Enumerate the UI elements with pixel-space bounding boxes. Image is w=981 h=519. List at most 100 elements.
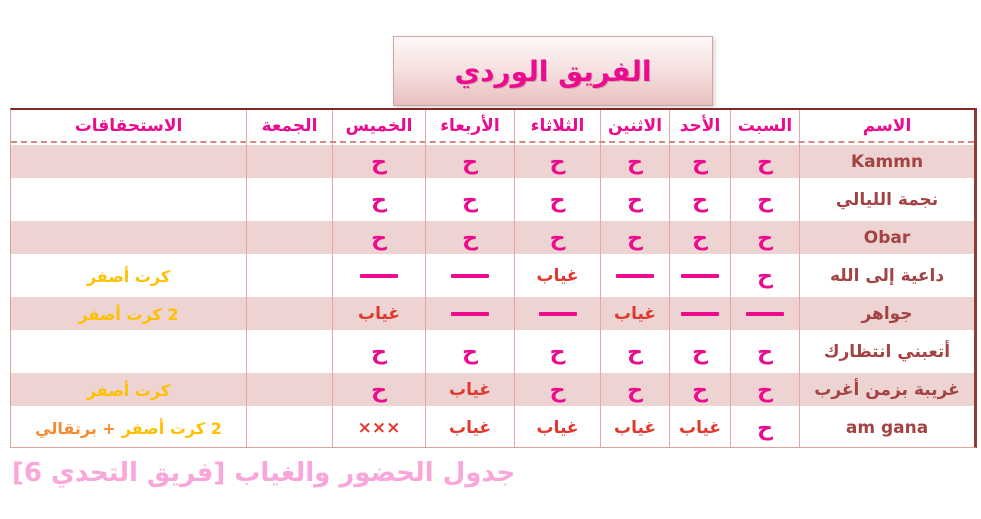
team-title-box[interactable]: الفريق الوردي [393,36,713,106]
day-cell-fri[interactable] [246,409,332,447]
member-name-cell[interactable]: أتعبني انتظارك [799,333,974,371]
day-cell-sun[interactable]: ح [669,143,730,181]
day-cell-sun[interactable]: غياب [669,409,730,447]
day-cell-tue[interactable] [514,295,600,333]
table-row: نجمة الليالي ح ح ح ح ح ح [11,181,974,219]
day-cell-tue[interactable]: ح [514,181,600,219]
day-cell-wed[interactable]: غياب [425,409,514,447]
day-cell-fri[interactable] [246,295,332,333]
day-cell-fri[interactable] [246,371,332,409]
day-cell-tue[interactable]: غياب [514,409,600,447]
day-cell-fri[interactable] [246,219,332,257]
dues-cell[interactable] [11,143,246,181]
day-cell-tue[interactable]: غياب [514,257,600,295]
dash-mark [616,274,654,278]
column-header-sun[interactable]: الأحد [669,110,730,141]
member-name-cell[interactable]: جواهر [799,295,974,333]
day-cell-sun[interactable] [669,257,730,295]
day-cell-fri[interactable] [246,333,332,371]
day-cell-wed[interactable]: غياب [425,371,514,409]
day-cell-wed[interactable]: ح [425,333,514,371]
day-cell-wed[interactable] [425,295,514,333]
dues-cell[interactable]: كرت أصفر [11,371,246,409]
table-row: داعية إلى الله ح غياب كرت أصفر [11,257,974,295]
day-cell-tue[interactable]: ح [514,143,600,181]
column-header-sat[interactable]: السبت [730,110,799,141]
day-cell-sat[interactable]: ح [730,257,799,295]
member-name-cell[interactable]: Obar [799,219,974,257]
member-name-cell[interactable]: Kammn [799,143,974,181]
column-header-mon[interactable]: الاثنين [600,110,669,141]
day-cell-sat[interactable]: ح [730,371,799,409]
dues-cell[interactable]: كرت أصفر [11,257,246,295]
table-row: Kammn ح ح ح ح ح ح [11,143,974,181]
page-title: الفريق الوردي [454,54,652,88]
day-cell-thu[interactable]: ح [332,181,425,219]
day-cell-mon[interactable]: ح [600,181,669,219]
dash-mark [681,274,719,278]
day-cell-sat[interactable]: ح [730,333,799,371]
day-cell-wed[interactable]: ح [425,143,514,181]
day-cell-sat[interactable]: ح [730,143,799,181]
dues-yellow-card-label: 2 كرت أصفر [78,304,179,324]
day-cell-sat[interactable]: ح [730,219,799,257]
member-name-cell[interactable]: نجمة الليالي [799,181,974,219]
table-row: Obar ح ح ح ح ح ح [11,219,974,257]
column-header-fri[interactable]: الجمعة [246,110,332,141]
day-cell-wed[interactable]: ح [425,181,514,219]
dues-cell[interactable]: 2 كرت أصفر + برتقالي [11,409,246,447]
member-name-cell[interactable]: غريبة بزمن أغرب [799,371,974,409]
day-cell-mon[interactable]: ح [600,143,669,181]
day-cell-mon[interactable]: غياب [600,409,669,447]
day-cell-wed[interactable]: ح [425,219,514,257]
column-header-wed[interactable]: الأربعاء [425,110,514,141]
column-header-thu[interactable]: الخميس [332,110,425,141]
day-cell-wed[interactable] [425,257,514,295]
column-header-dues[interactable]: الاستحقاقات [74,115,183,136]
member-name-cell[interactable]: داعية إلى الله [799,257,974,295]
day-cell-tue[interactable]: ح [514,371,600,409]
day-cell-thu[interactable] [332,257,425,295]
day-cell-thu[interactable]: ح [332,143,425,181]
footer-caption[interactable]: جدول الحضور والغياب [فريق التحدي 6] [12,458,516,488]
dues-yellow-card-label: كرت أصفر [86,266,171,286]
day-cell-sun[interactable]: ح [669,181,730,219]
member-name-cell[interactable]: am gana [799,409,974,447]
day-cell-thu[interactable]: ح [332,333,425,371]
day-cell-mon[interactable] [600,257,669,295]
day-cell-tue[interactable]: ح [514,333,600,371]
day-cell-mon[interactable]: ح [600,333,669,371]
dues-orange-card-label: + برتقالي [35,418,116,438]
dues-cell[interactable]: 2 كرت أصفر [11,295,246,333]
day-cell-sat[interactable]: ح [730,409,799,447]
day-cell-tue[interactable]: ح [514,219,600,257]
day-cell-thu[interactable]: ح [332,219,425,257]
table-row: جواهر غياب غياب 2 كرت أصفر [11,295,974,333]
dash-mark [451,274,489,278]
column-header-name[interactable]: الاسم [799,110,974,141]
day-cell-sat[interactable]: ح [730,181,799,219]
day-cell-fri[interactable] [246,257,332,295]
day-cell-sun[interactable]: ح [669,371,730,409]
day-cell-fri[interactable] [246,181,332,219]
day-cell-thu[interactable]: ح [332,371,425,409]
day-cell-thu[interactable]: ××× [332,409,425,447]
dash-mark [538,312,577,316]
day-cell-sun[interactable]: ح [669,219,730,257]
dues-cell[interactable] [11,181,246,219]
day-cell-mon[interactable]: ح [600,371,669,409]
column-header-tue[interactable]: الثلاثاء [514,110,600,141]
day-cell-mon[interactable]: غياب [600,295,669,333]
dues-cell[interactable] [11,219,246,257]
dues-cell[interactable] [11,333,246,371]
day-cell-thu[interactable]: غياب [332,295,425,333]
day-cell-mon[interactable]: ح [600,219,669,257]
day-cell-sun[interactable] [669,295,730,333]
day-cell-sat[interactable] [730,295,799,333]
header-row: الاسم السبت الأحد الاثنين الثلاثاء الأربعاء ال… [11,110,974,143]
day-cell-fri[interactable] [246,143,332,181]
dash-mark [681,312,719,316]
table-row: am gana ح غياب غياب غياب غياب ××× 2 كرت أصفر + ب… [11,409,974,447]
day-cell-sun[interactable]: ح [669,333,730,371]
dues-yellow-card-label: كرت أصفر [86,380,171,400]
